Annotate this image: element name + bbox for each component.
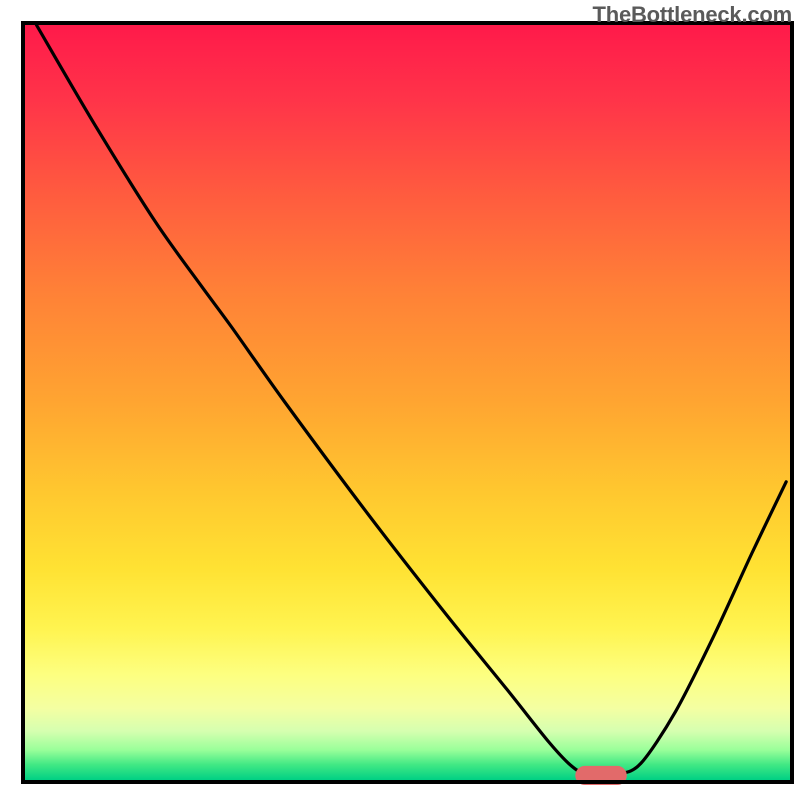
attribution-text: TheBottleneck.com — [592, 2, 792, 28]
chart-svg — [0, 0, 800, 800]
chart-canvas: TheBottleneck.com — [0, 0, 800, 800]
plot-background — [25, 25, 790, 780]
